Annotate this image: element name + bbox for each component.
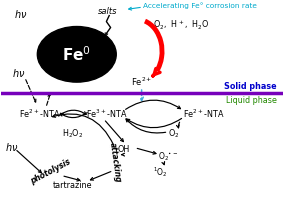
Text: O$_2$: O$_2$ bbox=[168, 128, 180, 140]
Text: Fe$^{2+}$-NTA: Fe$^{2+}$-NTA bbox=[20, 108, 61, 120]
Text: OH: OH bbox=[117, 145, 129, 154]
Text: salts: salts bbox=[98, 7, 118, 16]
Text: O$_2$,  H$^+$,  H$_2$O: O$_2$, H$^+$, H$_2$O bbox=[153, 19, 209, 32]
Text: attacking: attacking bbox=[108, 142, 122, 183]
Text: Liquid phase: Liquid phase bbox=[226, 96, 277, 105]
Text: Accelerating Fe° corrosion rate: Accelerating Fe° corrosion rate bbox=[143, 2, 257, 9]
Circle shape bbox=[37, 27, 116, 82]
Text: photolysis: photolysis bbox=[28, 157, 72, 186]
Text: Fe$^{3+}$-NTA: Fe$^{3+}$-NTA bbox=[86, 108, 127, 120]
Text: H$_2$O$_2$: H$_2$O$_2$ bbox=[62, 128, 83, 140]
Text: Fe$^{2+}$: Fe$^{2+}$ bbox=[131, 76, 152, 88]
Text: $h\nu$: $h\nu$ bbox=[12, 67, 26, 79]
Text: $^1$O$_2$: $^1$O$_2$ bbox=[153, 166, 167, 179]
Text: O$_2$$^{\bullet-}$: O$_2$$^{\bullet-}$ bbox=[158, 150, 179, 163]
Text: tartrazine: tartrazine bbox=[53, 181, 92, 190]
Text: Solid phase: Solid phase bbox=[224, 82, 277, 91]
Text: $h\nu$: $h\nu$ bbox=[14, 8, 27, 20]
Text: Fe$^0$: Fe$^0$ bbox=[62, 45, 91, 64]
Text: $h\nu$: $h\nu$ bbox=[5, 141, 19, 153]
Text: Fe$^{2+}$-NTA: Fe$^{2+}$-NTA bbox=[183, 108, 224, 120]
